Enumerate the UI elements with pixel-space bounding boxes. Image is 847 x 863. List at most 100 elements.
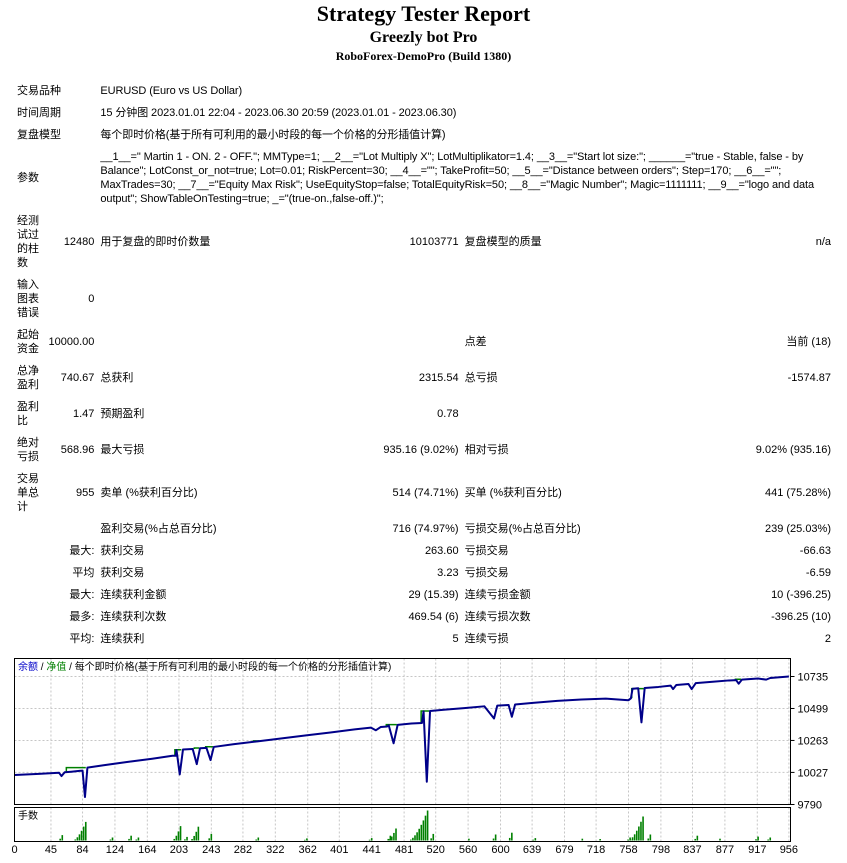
cell-label: 连续亏损 [464, 633, 509, 645]
table-row: 复盘模型 每个即时价格(基于所有可利用的最小时段的每一个价格的分形插值计算) [14, 124, 834, 146]
svg-text:481: 481 [395, 844, 413, 856]
cell-value: 935.16 (9.02%) [383, 444, 459, 456]
cell-value: 2 [824, 633, 831, 645]
svg-text:837: 837 [683, 844, 701, 856]
table-row: 最多: 连续获利次数 469.54 (6) 连续亏损次数 -396.25 (10) [14, 606, 834, 628]
row-label [14, 540, 45, 562]
svg-text:639: 639 [523, 844, 541, 856]
cell-label: 获利交易 [100, 567, 145, 579]
cell-value [306, 274, 462, 324]
strategy-stats-table: 交易品种 EURUSD (Euro vs US Dollar) 时间周期 15 分钟图… [14, 80, 834, 650]
cell-label: 连续获利次数 [100, 611, 167, 623]
table-row: 盈利比 1.47 预期盈利 0.78 [14, 396, 834, 432]
table-row: 输入图表错误 0 [14, 274, 834, 324]
cell-value: -1574.87 [787, 372, 831, 384]
cell-label: 卖单 (%获利百分比) [100, 487, 198, 499]
svg-text:322: 322 [266, 844, 284, 856]
row-label: 时间周期 [17, 107, 61, 119]
cell-value: 2315.54 [418, 372, 459, 384]
cell-value: 最大: [69, 589, 95, 601]
cell-label: 相对亏损 [464, 444, 509, 456]
row-label: 盈利比 [17, 401, 39, 427]
cell-label: 连续亏损次数 [464, 611, 531, 623]
svg-text:84: 84 [76, 844, 88, 856]
svg-text:10499: 10499 [798, 703, 829, 715]
cell-value: 10103771 [409, 236, 459, 248]
svg-text:441: 441 [363, 844, 381, 856]
cell-value: 最大: [69, 545, 95, 557]
cell-label [462, 396, 661, 432]
cell-label: 复盘模型的质量 [464, 236, 542, 248]
cell-value: 当前 (18) [786, 336, 831, 348]
cell-label: 用于复盘的即时价数量 [100, 236, 211, 248]
expert-name: Greezly bot Pro [369, 29, 478, 46]
svg-text:0: 0 [12, 844, 18, 856]
stats-table-body: 交易品种 EURUSD (Euro vs US Dollar) 时间周期 15 分钟图… [14, 80, 834, 650]
cell-label [97, 274, 306, 324]
cell-value: -6.59 [805, 567, 831, 579]
cell-value: 平均: [69, 633, 95, 645]
svg-text:718: 718 [587, 844, 605, 856]
cell-value: 0.78 [437, 408, 459, 420]
cell-value: 最多: [69, 611, 95, 623]
cell-value: 9.02% (935.16) [755, 444, 831, 456]
cell-label: 亏损交易 [464, 567, 509, 579]
table-row: 参数 __1__=" Martin 1 - ON. 2 - OFF."; MMTy… [14, 146, 834, 210]
cell-label: 预期盈利 [100, 408, 145, 420]
svg-text:282: 282 [234, 844, 252, 856]
cell-value: 平均 [72, 567, 95, 579]
row-label: 交易品种 [17, 85, 61, 97]
balance-chart: 10735 10499 10263 10027 9790 0 45 84 124 164 203 24… [10, 656, 847, 861]
svg-text:758: 758 [619, 844, 637, 856]
cell-value: n/a [815, 236, 831, 248]
cell-value: 469.54 (6) [408, 611, 459, 623]
cell-value: 10 (-396.25) [771, 589, 831, 601]
svg-text:679: 679 [555, 844, 573, 856]
cell-value: 0 [88, 293, 95, 305]
row-value: 每个即时价格(基于所有可利用的最小时段的每一个价格的分形插值计算) [100, 129, 446, 141]
cell-value: 1.47 [72, 408, 95, 420]
cell-value [661, 274, 834, 324]
row-value: EURUSD (Euro vs US Dollar) [100, 85, 243, 97]
cell-label: 最大亏损 [100, 444, 145, 456]
cell-value: 12480 [63, 236, 95, 248]
svg-text:917: 917 [748, 844, 766, 856]
svg-text:956: 956 [780, 844, 798, 856]
row-label: 总净盈利 [17, 365, 39, 391]
cell-value [306, 324, 462, 360]
cell-value [45, 518, 98, 540]
table-row: 时间周期 15 分钟图 2023.01.01 22:04 - 2023.06.30… [14, 102, 834, 124]
svg-text:362: 362 [299, 844, 317, 856]
row-label [14, 562, 45, 584]
table-row: 最大: 获利交易 263.60 亏损交易 -66.63 [14, 540, 834, 562]
table-row: 最大: 连续获利金额 29 (15.39) 连续亏损金额 10 (-396.25) [14, 584, 834, 606]
cell-value [661, 396, 834, 432]
row-value: __1__=" Martin 1 - ON. 2 - OFF."; MMType… [100, 151, 815, 205]
cell-value: 568.96 [60, 444, 95, 456]
cell-label: 连续亏损金额 [464, 589, 531, 601]
svg-text:798: 798 [652, 844, 670, 856]
cell-label: 连续获利金额 [100, 589, 167, 601]
cell-label: 盈利交易(%占总百分比) [100, 523, 217, 535]
cell-value: 10000.00 [48, 336, 95, 348]
row-label: 经测试过的柱数 [17, 215, 39, 269]
svg-text:9790: 9790 [798, 800, 822, 812]
cell-value: 263.60 [424, 545, 459, 557]
svg-text:手数: 手数 [18, 809, 38, 822]
row-label [14, 584, 45, 606]
svg-text:243: 243 [202, 844, 220, 856]
report-header: Strategy Tester Report Greezly bot Pro R… [0, 1, 847, 64]
table-row: 平均 获利交易 3.23 亏损交易 -6.59 [14, 562, 834, 584]
row-label: 输入图表错误 [17, 279, 39, 319]
cell-label [462, 274, 661, 324]
row-label: 参数 [17, 172, 39, 184]
row-label: 复盘模型 [17, 129, 61, 141]
table-row: 绝对亏损 568.96 最大亏损 935.16 (9.02%) 相对亏损 9.02% (9… [14, 432, 834, 468]
cell-value: 740.67 [60, 372, 95, 384]
svg-text:10263: 10263 [798, 735, 829, 747]
table-row: 平均: 连续获利 5 连续亏损 2 [14, 628, 834, 650]
svg-text:877: 877 [716, 844, 734, 856]
table-row: 起始资金 10000.00 点差 当前 (18) [14, 324, 834, 360]
cell-label: 买单 (%获利百分比) [464, 487, 562, 499]
row-label [14, 606, 45, 628]
